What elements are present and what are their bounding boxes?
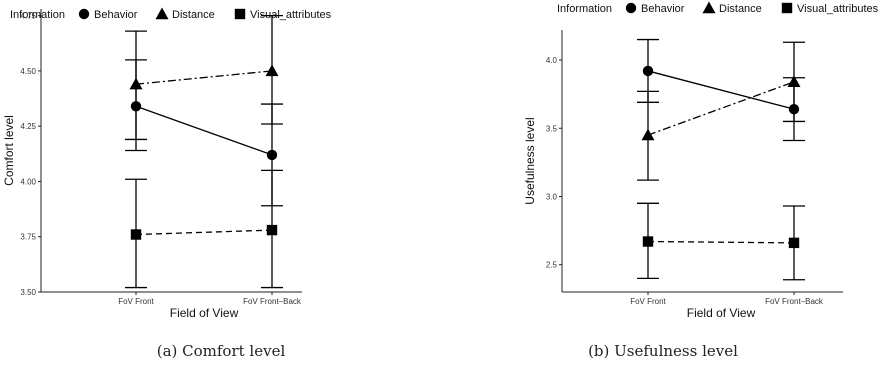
- legend-title: Information: [10, 9, 65, 21]
- data-point-triangle: [129, 77, 143, 90]
- data-point-square: [642, 236, 654, 247]
- y-tick-label: 4.0: [546, 56, 558, 65]
- y-tick-label: 4.75: [20, 12, 36, 21]
- legend-marker-triangle: [155, 7, 169, 20]
- x-tick-label: FoV Front: [630, 297, 666, 306]
- legend-label: Visual_attributes: [797, 3, 879, 15]
- series-line: [647, 70, 795, 110]
- x-axis-title: Field of View: [687, 306, 756, 320]
- series-visual-attributes: [125, 169, 283, 289]
- legend-title: Information: [557, 3, 612, 15]
- series-line: [135, 70, 273, 85]
- data-point-circle: [642, 65, 654, 77]
- y-tick-label: 4.25: [20, 122, 36, 131]
- series-distance: [125, 14, 283, 141]
- data-point-square: [266, 224, 278, 236]
- legend-marker-circle: [78, 8, 90, 20]
- x-tick-label: FoV Front: [118, 297, 154, 306]
- y-tick-label: 3.50: [20, 288, 36, 297]
- legend-marker-square: [781, 2, 793, 14]
- series-behavior: [125, 59, 283, 207]
- legend-label: Behavior: [641, 3, 685, 15]
- data-point-square: [788, 237, 800, 249]
- series-behavior: [637, 38, 805, 142]
- comfort-level-panel: Information Behavior Distance Visual_attrib…: [2, 7, 332, 360]
- data-point-circle: [266, 149, 278, 161]
- legend-label: Distance: [719, 3, 762, 15]
- figure-caption: (b) Usefulness level: [588, 342, 738, 360]
- legend-label: Behavior: [94, 9, 138, 21]
- data-point-triangle: [641, 128, 655, 141]
- x-tick-label: FoV Front–Back: [765, 297, 824, 306]
- data-point-square: [130, 229, 142, 240]
- series-line: [135, 229, 273, 236]
- legend-label: Distance: [172, 9, 215, 21]
- y-tick-label: 3.75: [20, 233, 36, 242]
- y-tick-label: 2.5: [546, 261, 558, 270]
- x-axis-title: Field of View: [170, 306, 239, 320]
- y-tick-label: 3.5: [546, 124, 558, 133]
- legend-marker-square: [234, 8, 246, 20]
- legend: Information Behavior Distance Visual_attrib…: [557, 1, 879, 15]
- series-line: [647, 81, 795, 136]
- series-line: [135, 105, 273, 156]
- usefulness-level-chart: Information Behavior Distance Visual_attrib…: [523, 1, 879, 360]
- data-point-triangle: [265, 64, 279, 77]
- y-tick-label: 4.00: [20, 177, 36, 186]
- series-line: [647, 240, 795, 244]
- y-axis-title: Comfort level: [2, 115, 16, 186]
- usefulness-level-panel: Information Behavior Distance Visual_attrib…: [442, 0, 884, 370]
- figure-caption: (a) Comfort level: [157, 342, 286, 360]
- y-axis-title: Usefulness level: [523, 117, 537, 204]
- comfort-level-chart: Information Behavior Distance Visual_attrib…: [2, 7, 332, 360]
- legend-label: Visual_attributes: [250, 9, 332, 21]
- legend: Information Behavior Distance Visual_attrib…: [10, 7, 332, 21]
- series-visual-attributes: [637, 202, 805, 281]
- legend-marker-circle: [625, 2, 637, 14]
- legend-marker-triangle: [702, 1, 716, 14]
- data-point-triangle: [787, 75, 801, 88]
- y-tick-label: 4.50: [20, 67, 36, 76]
- x-tick-label: FoV Front–Back: [243, 297, 302, 306]
- y-tick-label: 3.0: [546, 192, 558, 201]
- series-distance: [637, 41, 805, 181]
